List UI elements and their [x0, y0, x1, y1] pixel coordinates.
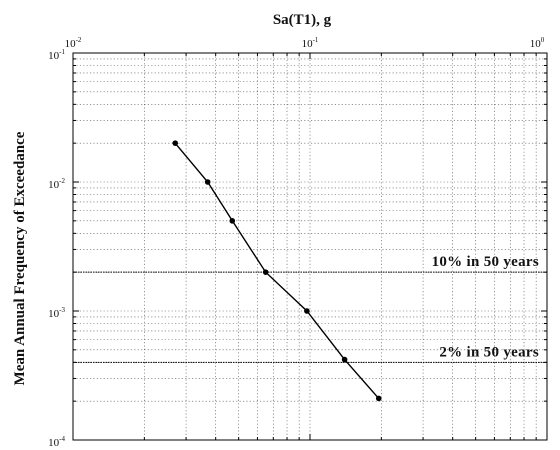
data-point [204, 179, 211, 185]
x-tick-label: 10-1 [302, 36, 319, 50]
x-tick-label: 100 [530, 36, 545, 50]
grid [73, 53, 547, 440]
axis-ticks [72, 53, 547, 441]
x-axis-title: Sa(T1), g [273, 12, 332, 28]
y-axis-title: Mean Annual Frequency of Exceedance [12, 131, 28, 385]
data-series [172, 140, 382, 402]
data-point [262, 269, 269, 275]
y-tick-label: 10-4 [48, 435, 65, 449]
x-tick-label: 10-2 [65, 36, 82, 50]
y-tick-label: 10-3 [48, 306, 65, 320]
reference-label-10pct: 10% in 50 years [432, 254, 539, 270]
y-tick-label: 10-1 [48, 48, 65, 62]
data-point [341, 356, 348, 363]
data-point [375, 395, 382, 402]
reference-label-2pct: 2% in 50 years [439, 344, 539, 360]
y-tick-label: 10-2 [48, 177, 65, 191]
data-point [172, 140, 179, 146]
data-point [304, 308, 310, 314]
reference-lines [73, 271, 547, 363]
data-point [229, 218, 236, 224]
